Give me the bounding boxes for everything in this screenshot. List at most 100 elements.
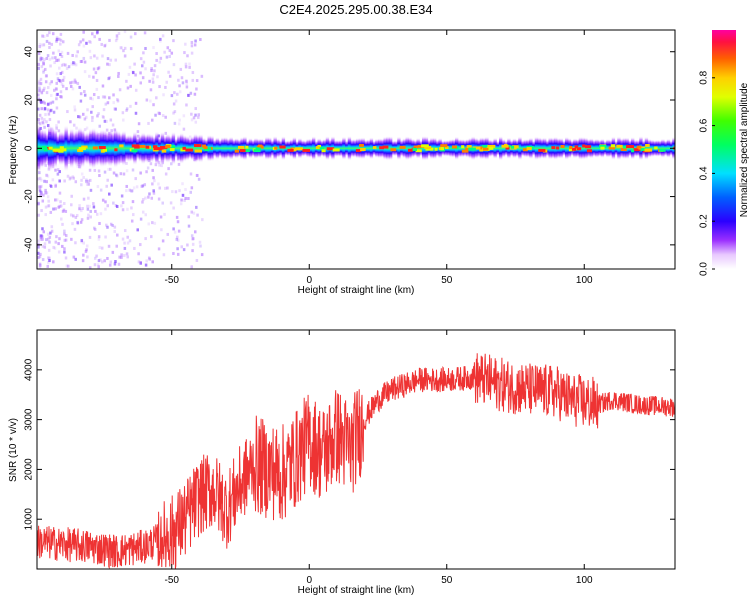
spectrogram-noise-cell — [190, 40, 194, 44]
spectrogram-noise-cell — [88, 266, 92, 269]
spectrogram-peak-cell — [610, 144, 616, 148]
spectrogram-noise-cell — [110, 183, 113, 187]
spectrogram-band-cell — [540, 137, 544, 159]
spectrogram-band-cell — [235, 137, 239, 159]
spectrogram-noise-cell — [82, 56, 86, 60]
spectrogram-noise-cell — [174, 99, 178, 103]
spectrogram-noise-cell — [80, 238, 84, 242]
spectrogram-noise-cell — [54, 240, 58, 244]
spectrogram-noise-cell — [39, 81, 43, 85]
spectrogram-noise-cell — [41, 227, 44, 231]
spectrogram-noise-cell — [48, 41, 51, 45]
spectrogram-noise-cell — [175, 215, 179, 219]
snr-ytick-label: 3000 — [24, 408, 35, 431]
spectrogram-noise-cell — [144, 196, 147, 200]
spectrogram-noise-cell — [93, 226, 96, 230]
spectrogram-peak-cell — [505, 146, 510, 150]
spectrogram-noise-cell — [70, 203, 73, 207]
spectrogram-band-cell — [188, 137, 192, 160]
spectrogram-noise-cell — [66, 110, 69, 114]
spectrogram-noise-cell — [115, 34, 119, 38]
spectrogram-noise-cell — [60, 54, 64, 58]
spectrogram-noise-cell — [134, 73, 137, 77]
spectrogram-peak-cell — [654, 146, 658, 150]
spectrogram-noise-cell — [41, 120, 44, 124]
spectrogram-noise-cell — [158, 60, 162, 64]
spectrogram-peak-cell — [573, 147, 580, 151]
spectrogram-noise-cell — [157, 160, 161, 164]
spectrogram-noise-cell — [107, 244, 111, 248]
spectrogram-noise-cell — [123, 54, 127, 58]
snr-ytick-label: 1000 — [24, 508, 35, 531]
spectrogram-noise-cell — [40, 91, 44, 95]
spectrogram-noise-cell — [139, 261, 142, 265]
spectrogram-noise-cell — [106, 178, 109, 182]
spectrogram-noise-cell — [106, 57, 110, 61]
spectrogram-band-cell — [518, 136, 522, 161]
spectrogram-peak-cell — [169, 148, 175, 152]
spectrogram-peak-cell — [253, 149, 261, 153]
spectrogram-band-cell — [559, 137, 563, 159]
spectrogram-noise-cell — [43, 107, 46, 111]
spectrogram-noise-cell — [111, 223, 114, 227]
spectrogram-noise-cell — [126, 235, 129, 239]
spectrogram-noise-cell — [80, 172, 84, 176]
spectrogram-noise-cell — [46, 108, 50, 112]
spectrogram-noise-cell — [42, 62, 46, 66]
spectrogram-peak-cell — [568, 148, 575, 152]
spectrogram-noise-cell — [105, 128, 109, 132]
spectrogram-peak-cell — [102, 148, 108, 152]
spectrogram-noise-cell — [130, 219, 134, 223]
spectrogram-noise-cell — [200, 253, 204, 257]
spectrogram-noise-cell — [57, 78, 61, 82]
spectrogram-noise-cell — [116, 233, 119, 237]
spectrogram-peak-cell — [390, 148, 397, 152]
spectrogram-peak-cell — [510, 145, 515, 149]
spectrogram-noise-cell — [86, 207, 90, 211]
spectrogram-noise-cell — [194, 107, 197, 111]
spectrogram-peak-cell — [425, 147, 434, 151]
spectrogram-noise-cell — [179, 67, 183, 71]
spectrogram-peak-cell — [295, 147, 303, 151]
spectrogram-noise-cell — [200, 74, 204, 78]
colorbar-tick-label: 0.8 — [699, 70, 710, 84]
spectrogram-noise-cell — [61, 40, 65, 44]
spectrogram-peak-cell — [551, 146, 556, 150]
spectrogram-noise-cell — [46, 103, 50, 107]
spectrogram-band-cell — [292, 136, 297, 160]
spectrogram-noise-cell — [117, 32, 121, 36]
spectrogram-noise-cell — [131, 200, 135, 204]
spectrogram-noise-cell — [75, 213, 79, 217]
snr-xtick-label: -50 — [165, 575, 180, 586]
spectrogram-peak-cell — [81, 145, 88, 149]
snr-series-line — [37, 353, 675, 569]
spectrogram-noise-cell — [172, 39, 175, 43]
spectrogram-noise-cell — [38, 79, 41, 83]
spectrogram-noise-cell — [180, 198, 183, 202]
spectrogram-band-cell — [141, 132, 145, 165]
spectrogram-noise-cell — [59, 200, 62, 204]
spectrogram-noise-cell — [90, 110, 93, 114]
spectrogram-noise-cell — [176, 238, 180, 242]
spectrogram-noise-cell — [168, 74, 172, 78]
spectrogram-xtick-label: 100 — [576, 275, 593, 286]
spectrogram-noise-cell — [48, 31, 51, 35]
spectrogram-noise-cell — [185, 103, 188, 107]
spectrogram-noise-cell — [192, 116, 196, 120]
spectrogram-band-cell — [226, 138, 231, 159]
spectrogram-noise-cell — [189, 91, 193, 95]
spectrogram-noise-cell — [76, 220, 79, 224]
spectrogram-noise-cell — [126, 86, 130, 90]
spectrogram-noise-cell — [89, 209, 92, 213]
spectrogram-noise-cell — [64, 209, 68, 213]
spectrogram-noise-cell — [47, 256, 50, 260]
spectrogram-band-cell — [268, 136, 272, 160]
spectrogram-noise-cell — [176, 235, 179, 239]
spectrogram-noise-cell — [48, 256, 51, 260]
spectrogram-noise-cell — [139, 71, 142, 75]
spectrogram-band-cell — [75, 129, 79, 168]
spectrogram-noise-cell — [76, 222, 80, 226]
spectrogram-noise-cell — [157, 247, 161, 251]
spectrogram-peak-cell — [372, 146, 377, 150]
spectrogram-xtick-label: 50 — [441, 275, 453, 286]
